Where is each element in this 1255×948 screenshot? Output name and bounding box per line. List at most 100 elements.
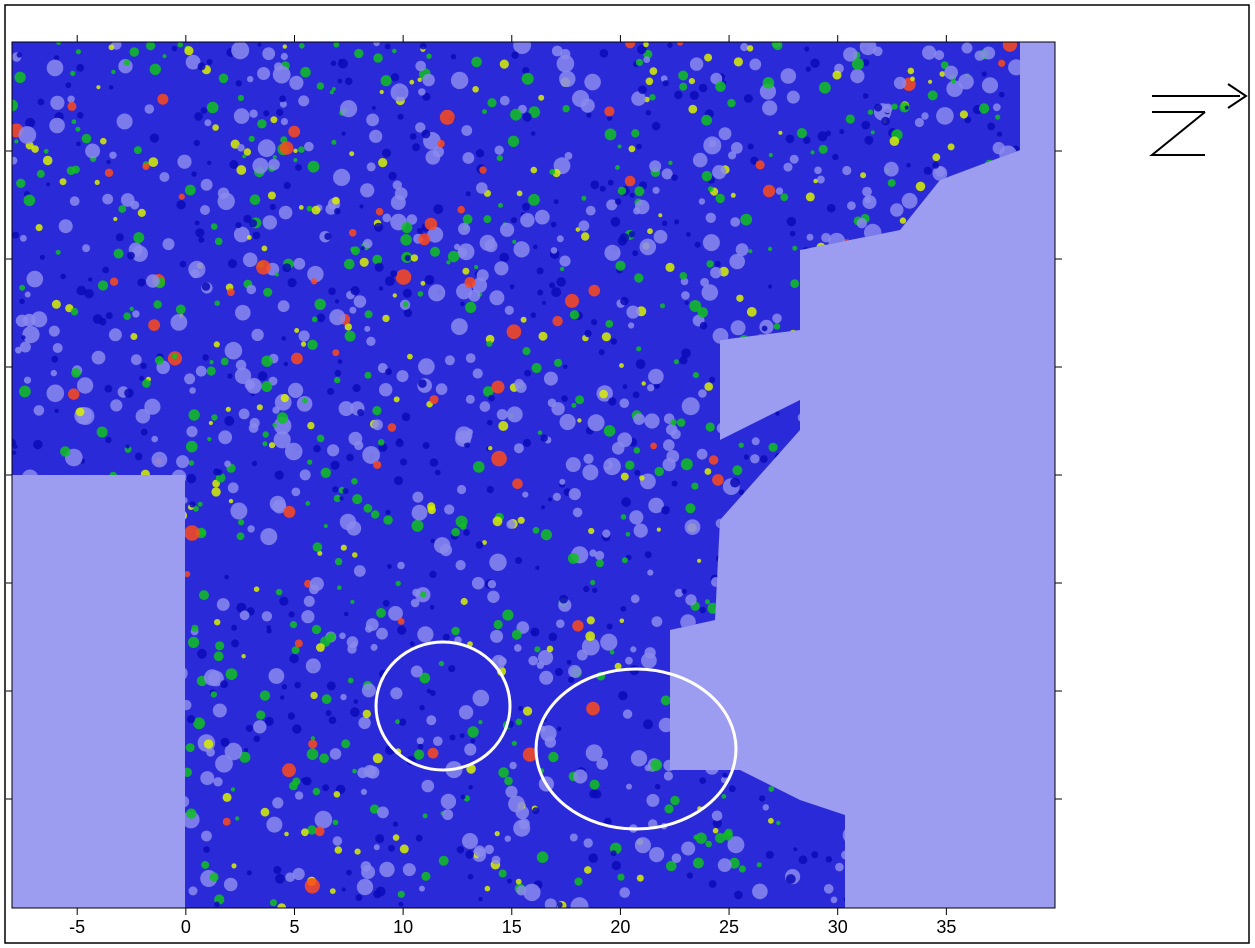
texture-spot (312, 625, 321, 634)
texture-spot (551, 287, 561, 297)
texture-spot (224, 461, 231, 468)
texture-spot (14, 139, 18, 143)
texture-spot (610, 650, 615, 655)
texture-spot (615, 165, 620, 170)
texture-spot (352, 769, 357, 774)
texture-spot (650, 443, 657, 450)
texture-spot (272, 797, 283, 808)
texture-spot (748, 249, 752, 253)
texture-spot (23, 314, 36, 327)
texture-spot (664, 804, 673, 813)
texture-spot (680, 272, 688, 280)
texture-spot (633, 391, 640, 398)
texture-spot (518, 517, 525, 524)
texture-spot (538, 95, 544, 101)
texture-spot (349, 229, 357, 237)
texture-spot (514, 443, 524, 453)
texture-spot (662, 221, 667, 226)
texture-spot (342, 488, 348, 494)
texture-spot (419, 886, 425, 892)
texture-spot (504, 777, 513, 786)
texture-spot (448, 251, 459, 262)
texture-spot (665, 263, 674, 272)
texture-spot (647, 228, 653, 234)
texture-spot (278, 300, 290, 312)
texture-spot (334, 377, 340, 383)
texture-spot (433, 736, 443, 746)
texture-spot (302, 778, 309, 785)
texture-spot (203, 846, 210, 853)
texture-spot (298, 146, 305, 153)
texture-spot (592, 790, 601, 799)
texture-spot (189, 387, 196, 394)
texture-spot (634, 186, 644, 196)
texture-spot (207, 102, 219, 114)
texture-spot (630, 646, 636, 652)
texture-spot (366, 114, 379, 127)
texture-spot (585, 631, 595, 641)
texture-spot (332, 197, 340, 205)
texture-spot (670, 419, 676, 425)
texture-spot (375, 263, 384, 272)
texture-spot (184, 525, 199, 540)
texture-spot (18, 126, 36, 144)
texture-spot (734, 57, 743, 66)
texture-spot (584, 74, 601, 91)
texture-spot (575, 395, 584, 404)
texture-spot (678, 71, 688, 81)
texture-spot (97, 427, 108, 438)
texture-spot (620, 297, 629, 306)
texture-spot (430, 458, 439, 467)
texture-spot (730, 217, 740, 227)
texture-spot (385, 368, 392, 375)
texture-spot (476, 149, 484, 157)
texture-spot (199, 590, 209, 600)
texture-spot (260, 690, 270, 700)
texture-spot (215, 238, 223, 246)
texture-spot (456, 560, 466, 570)
texture-spot (396, 269, 412, 285)
texture-spot (626, 784, 632, 790)
texture-spot (210, 360, 214, 364)
texture-spot (600, 186, 606, 192)
texture-spot (178, 42, 184, 48)
texture-spot (883, 104, 893, 114)
texture-spot (545, 898, 557, 910)
texture-spot (620, 398, 630, 408)
texture-spot (92, 351, 106, 365)
texture-spot (846, 114, 855, 123)
texture-spot (731, 320, 746, 335)
texture-spot (242, 154, 246, 158)
texture-spot (890, 203, 903, 216)
texture-spot (495, 831, 500, 836)
texture-spot (470, 739, 475, 744)
texture-spot (313, 542, 323, 552)
chart: -505101520253035 (0, 0, 1255, 948)
texture-spot (229, 499, 233, 503)
texture-spot (215, 641, 224, 650)
texture-spot (722, 794, 727, 799)
texture-spot (144, 399, 160, 415)
texture-spot (214, 300, 220, 306)
texture-spot (586, 702, 600, 716)
texture-spot (198, 62, 206, 70)
texture-spot (162, 54, 166, 58)
texture-spot (699, 777, 706, 784)
texture-spot (184, 46, 193, 55)
texture-spot (340, 694, 346, 700)
texture-spot (243, 215, 251, 223)
texture-spot (608, 180, 614, 186)
texture-spot (730, 478, 740, 488)
texture-spot (372, 106, 376, 110)
texture-spot (560, 267, 564, 271)
texture-spot (587, 616, 595, 624)
texture-spot (511, 51, 518, 58)
texture-spot (367, 162, 376, 171)
texture-spot (426, 715, 436, 725)
texture-spot (393, 822, 398, 827)
texture-spot (431, 539, 436, 544)
texture-spot (591, 319, 597, 325)
texture-spot (528, 194, 540, 206)
texture-spot (371, 644, 378, 651)
texture-spot (544, 372, 558, 386)
